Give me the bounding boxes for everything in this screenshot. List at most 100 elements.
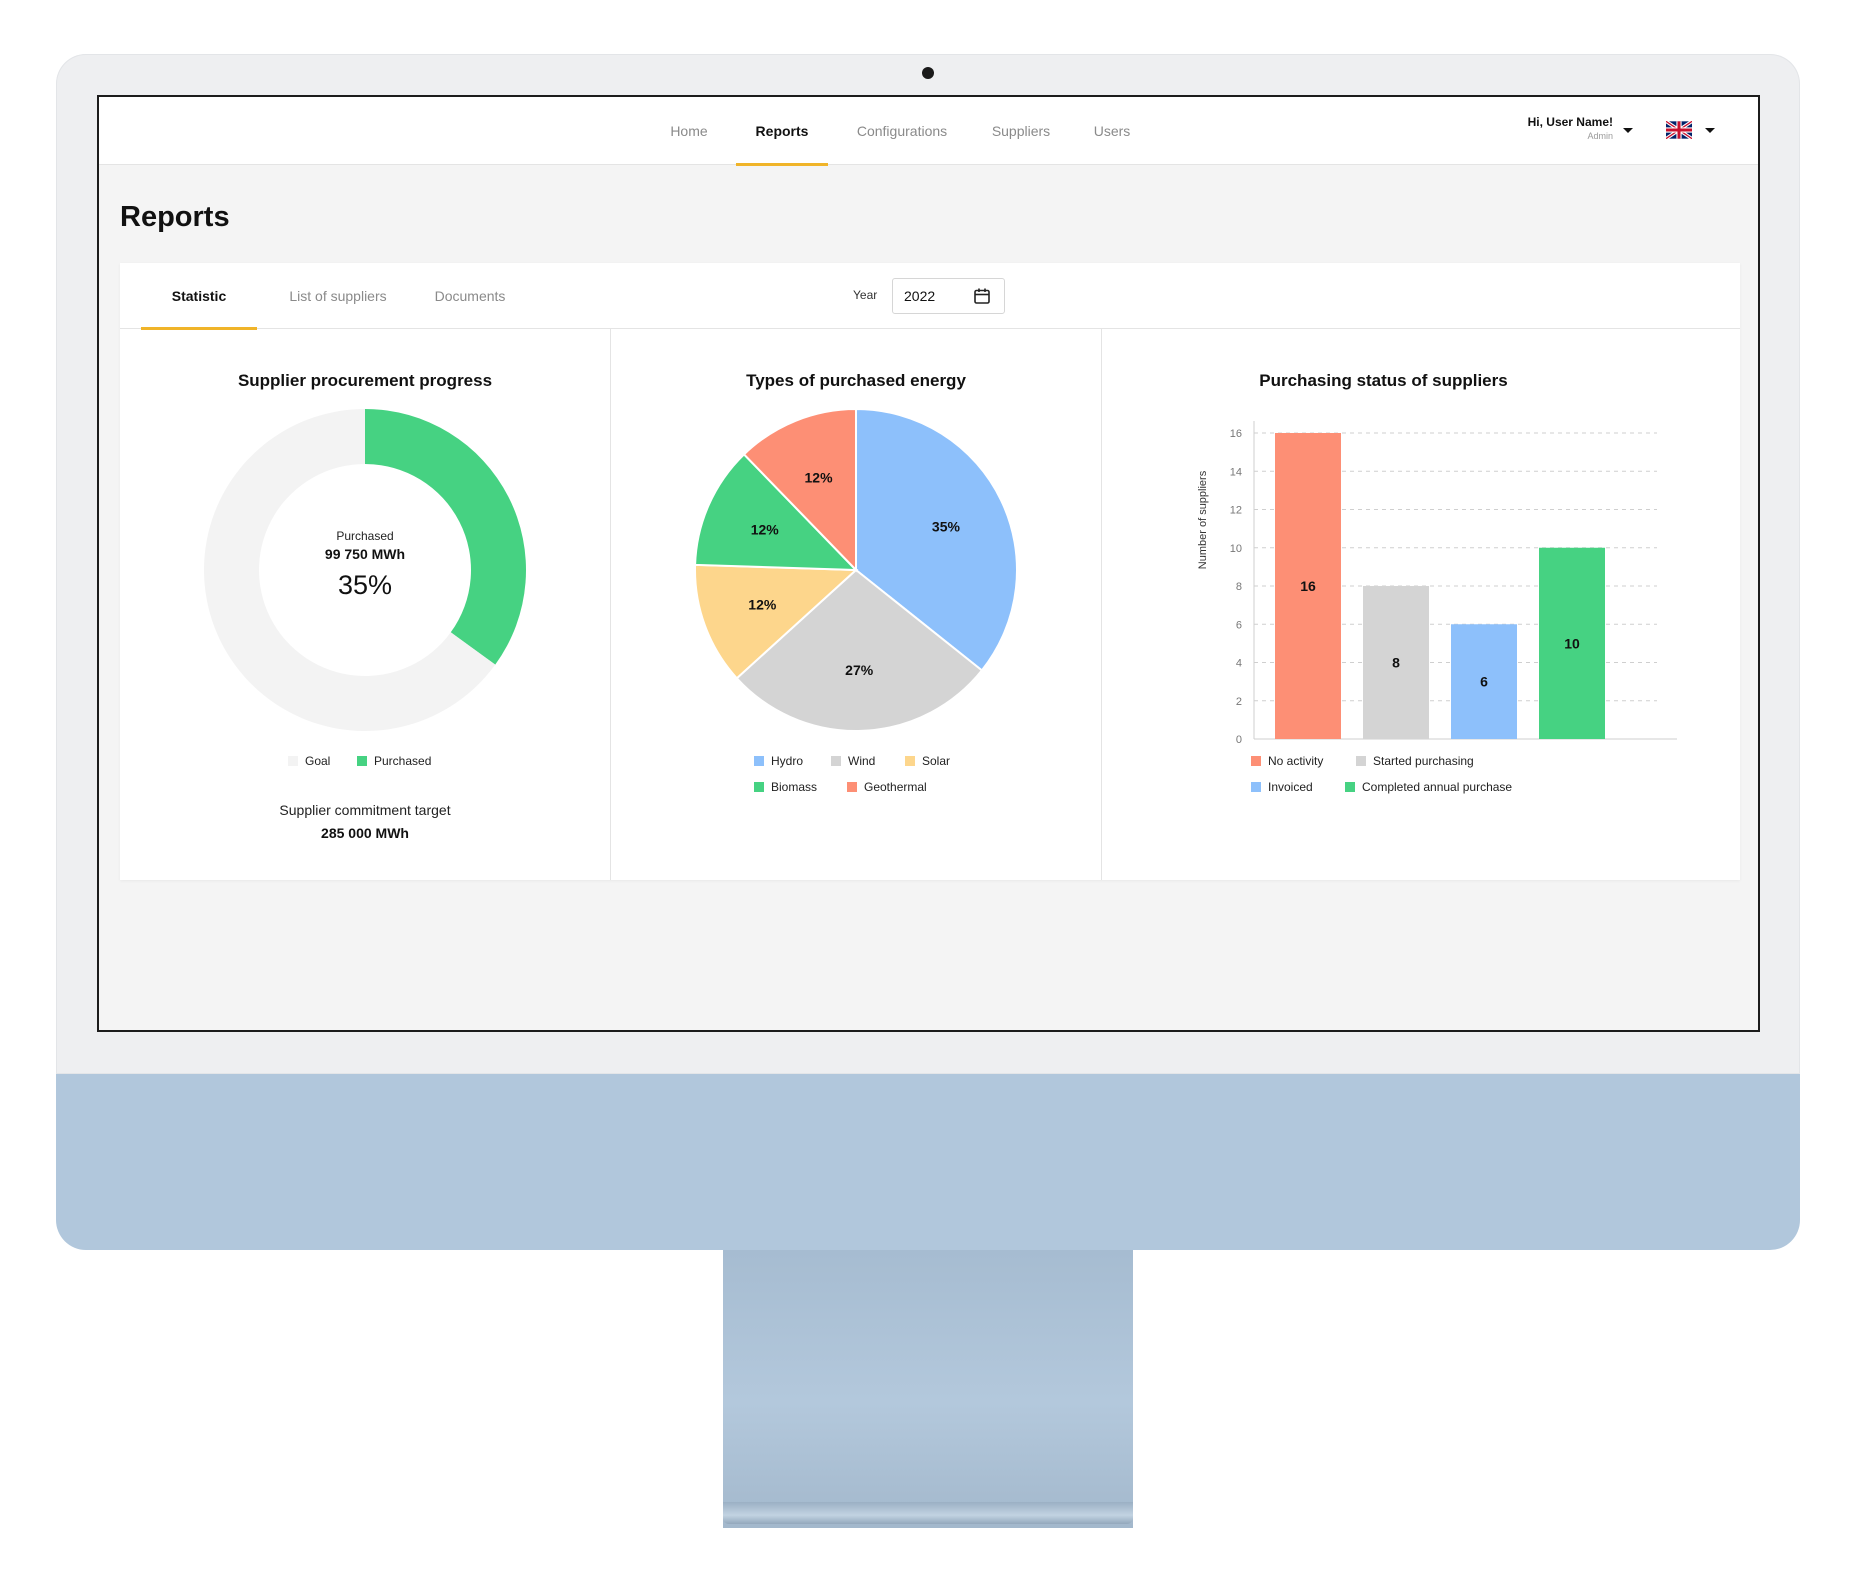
- legend-swatch-started-purchasing: [1356, 756, 1366, 766]
- target-value: 285 000 MWh: [321, 825, 409, 841]
- pie-slice-solar: [694, 563, 859, 680]
- legend-label-started-purchasing: Started purchasing: [1373, 754, 1474, 768]
- legend-item-purchased: Purchased: [357, 754, 431, 768]
- energy-title: Types of purchased energy: [746, 371, 966, 390]
- uk-flag-icon[interactable]: [1666, 121, 1692, 139]
- donut-center-value: 99 750 MWh: [325, 546, 405, 562]
- donut-slice-goal: [203, 409, 496, 731]
- pie-slice-biomass: [694, 452, 859, 572]
- nav-item-home[interactable]: Home: [670, 123, 708, 139]
- legend-item-no-activity: No activity: [1251, 754, 1323, 768]
- legend-item-solar: Solar: [905, 754, 950, 768]
- legend-swatch-goal: [288, 756, 298, 766]
- legend-swatch-solar: [905, 756, 915, 766]
- legend-swatch-invoiced: [1251, 782, 1261, 792]
- legend-label-purchased: Purchased: [374, 754, 432, 768]
- pie-label-wind: 27%: [845, 662, 874, 678]
- legend-label-no-activity: No activity: [1268, 754, 1324, 768]
- legend-label-wind: Wind: [848, 754, 876, 768]
- y-tick-label: 12: [1230, 505, 1242, 517]
- nav-item-configurations[interactable]: Configurations: [856, 123, 948, 139]
- language-chevron-down-icon[interactable]: [1705, 128, 1715, 133]
- user-role: Admin: [1587, 131, 1613, 141]
- pie-label-geothermal: 12%: [805, 469, 834, 485]
- bar-started-purchasing: [1363, 586, 1429, 739]
- legend-item-started-purchasing: Started purchasing: [1356, 754, 1474, 768]
- camera-icon: [922, 67, 934, 79]
- y-tick-label: 4: [1236, 658, 1242, 670]
- y-tick-label: 8: [1236, 581, 1242, 593]
- legend-item-completed-annual-purchase: Completed annual purchase: [1345, 780, 1512, 794]
- tab-documents[interactable]: Documents: [434, 288, 506, 304]
- legend-swatch-no-activity: [1251, 756, 1261, 766]
- bar-completed-annual-purchase: [1539, 547, 1605, 739]
- y-axis-label: Number of suppliers: [1197, 470, 1209, 569]
- legend-swatch-wind: [831, 756, 841, 766]
- bar-label-started-purchasing: 8: [1392, 655, 1400, 671]
- tab-statistic[interactable]: Statistic: [141, 263, 257, 330]
- legend-item-hydro: Hydro: [754, 754, 803, 768]
- legend-label-goal: Goal: [305, 754, 331, 768]
- bar-label-completed-annual-purchase: 10: [1564, 635, 1580, 651]
- status-title: Purchasing status of suppliers: [1259, 371, 1508, 390]
- nav-item-users[interactable]: Users: [1093, 123, 1131, 139]
- tab-list-of-suppliers[interactable]: List of suppliers: [289, 288, 387, 304]
- procurement-donut-chart: Purchased 99 750 MWh 35%: [203, 409, 526, 731]
- legend-swatch-biomass: [754, 782, 764, 792]
- legend-swatch-geothermal: [847, 782, 857, 792]
- user-menu-chevron-down-icon[interactable]: [1623, 128, 1633, 133]
- report-card: Statistic List of suppliers Documents Ye…: [120, 263, 1740, 880]
- bar-invoiced: [1451, 624, 1517, 739]
- monitor-stand: [723, 1250, 1133, 1528]
- report-tabs: Statistic List of suppliers Documents Ye…: [120, 263, 1740, 330]
- calendar-icon[interactable]: [973, 287, 991, 305]
- legend-label-completed-annual-purchase: Completed annual purchase: [1362, 780, 1513, 794]
- energy-pie-chart: 35% 27% 12% 12% 12%: [694, 407, 1018, 732]
- nav-item-reports[interactable]: Reports: [736, 97, 828, 166]
- legend-swatch-purchased: [357, 756, 367, 766]
- pie-slice-hydro: [855, 407, 1018, 672]
- legend-item-wind: Wind: [831, 754, 875, 768]
- legend-label-geothermal: Geothermal: [864, 780, 927, 794]
- legend-label-biomass: Biomass: [771, 780, 818, 794]
- pie-label-hydro: 35%: [932, 519, 961, 535]
- y-tick-label: 6: [1236, 619, 1242, 631]
- screen: Home Reports Configurations Suppliers Us…: [97, 95, 1760, 1032]
- user-menu[interactable]: Hi, User Name! Admin: [1503, 115, 1613, 141]
- monitor-stand-foot: [723, 1502, 1133, 1524]
- target-label: Supplier commitment target: [279, 802, 451, 818]
- y-tick-label: 14: [1230, 466, 1242, 478]
- user-name: Hi, User Name!: [1527, 115, 1613, 129]
- bar-label-invoiced: 6: [1480, 674, 1488, 690]
- legend-item-geothermal: Geothermal: [847, 780, 927, 794]
- legend-item-biomass: Biomass: [754, 780, 817, 794]
- y-tick-label: 16: [1230, 428, 1242, 440]
- donut-slice-purchased: [365, 409, 526, 665]
- pie-label-biomass: 12%: [751, 522, 780, 538]
- monitor-chin: [56, 1074, 1800, 1250]
- pie-slice-wind: [735, 568, 984, 732]
- year-picker[interactable]: 2022: [892, 278, 1005, 314]
- y-tick-label: 2: [1236, 696, 1242, 708]
- main-nav: Home Reports Configurations Suppliers Us…: [99, 97, 1758, 166]
- pie-slice-geothermal: [742, 407, 857, 573]
- donut-center-label: Purchased: [336, 529, 393, 543]
- year-label: Year: [853, 288, 878, 302]
- legend-label-hydro: Hydro: [771, 754, 804, 768]
- nav-item-suppliers[interactable]: Suppliers: [991, 123, 1051, 139]
- legend-label-solar: Solar: [922, 754, 951, 768]
- top-navbar: Home Reports Configurations Suppliers Us…: [99, 97, 1758, 166]
- bar-label-no-activity: 16: [1300, 578, 1316, 594]
- legend-swatch-hydro: [754, 756, 764, 766]
- page-title: Reports: [120, 201, 230, 233]
- y-tick-label: 0: [1236, 734, 1242, 746]
- legend-label-invoiced: Invoiced: [1268, 780, 1313, 794]
- year-value: 2022: [904, 288, 936, 304]
- status-panel: Purchasing status of suppliers Number of…: [1101, 329, 1740, 880]
- energy-panel: Types of purchased energy 35% 27% 12% 12% 12…: [610, 329, 1101, 880]
- procurement-panel: Supplier procurement progress Purchased …: [120, 329, 610, 880]
- procurement-title: Supplier procurement progress: [237, 371, 493, 390]
- status-bar-chart: Number of suppliers 0 2 4 6 8 10 12 14 16 16 8 6 10: [1197, 421, 1677, 746]
- legend-swatch-completed-annual-purchase: [1345, 782, 1355, 792]
- legend-item-invoiced: Invoiced: [1251, 780, 1313, 794]
